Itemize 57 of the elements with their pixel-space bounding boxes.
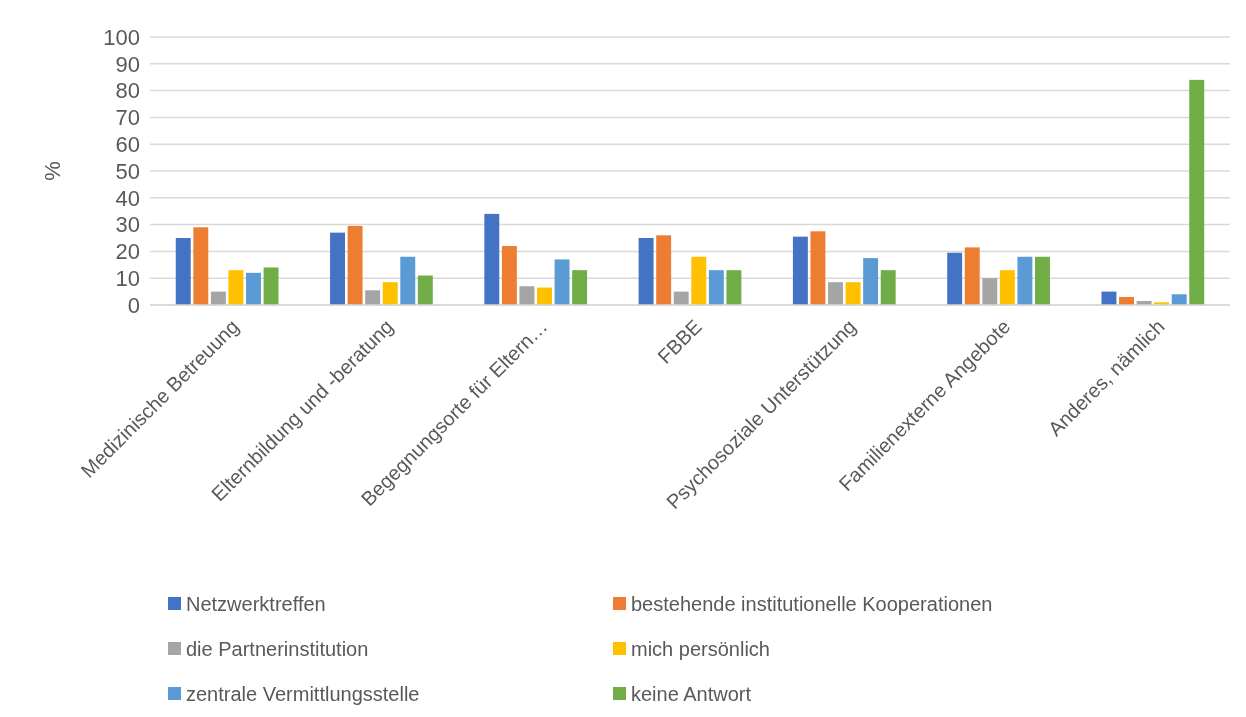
bar bbox=[1171, 294, 1187, 305]
bar bbox=[519, 286, 535, 305]
bar bbox=[792, 236, 808, 305]
bar bbox=[1189, 79, 1205, 305]
bar bbox=[1101, 291, 1117, 305]
legend-label: die Partnerinstitution bbox=[186, 638, 369, 660]
bar bbox=[501, 246, 517, 305]
y-tick-label: 70 bbox=[115, 105, 140, 131]
bar bbox=[347, 225, 363, 305]
bar bbox=[537, 287, 552, 305]
bar bbox=[193, 227, 209, 305]
bar bbox=[673, 291, 689, 305]
y-tick-label: 30 bbox=[115, 212, 140, 238]
bar bbox=[228, 270, 244, 305]
bar bbox=[863, 258, 879, 305]
legend-label: Netzwerktreffen bbox=[186, 593, 326, 615]
bar bbox=[1035, 256, 1050, 305]
bar bbox=[982, 278, 998, 305]
bar bbox=[417, 275, 433, 305]
bar bbox=[880, 270, 896, 305]
bar bbox=[572, 270, 588, 305]
y-tick-label: 100 bbox=[103, 24, 140, 50]
bar bbox=[330, 232, 345, 305]
bar bbox=[691, 256, 707, 305]
bar bbox=[484, 213, 500, 305]
bar bbox=[708, 270, 724, 305]
y-tick-label: 20 bbox=[115, 239, 140, 265]
y-tick-label: 80 bbox=[115, 78, 140, 104]
bar bbox=[365, 290, 381, 305]
bar bbox=[400, 256, 416, 305]
y-tick-label: 50 bbox=[115, 158, 140, 184]
bar bbox=[845, 282, 861, 305]
bar bbox=[263, 267, 279, 305]
legend-label: bestehende institutionelle Kooperationen bbox=[631, 593, 993, 615]
bar bbox=[210, 291, 226, 305]
bar bbox=[246, 272, 261, 305]
bar bbox=[964, 247, 980, 305]
legend-label: keine Antwort bbox=[631, 683, 752, 705]
y-tick-label: 0 bbox=[127, 292, 140, 318]
bar bbox=[175, 238, 191, 305]
y-tick-label: 90 bbox=[115, 51, 140, 77]
bar bbox=[656, 235, 672, 305]
bar bbox=[828, 282, 843, 305]
bar bbox=[1017, 256, 1033, 305]
legend-label: zentrale Vermittlungsstelle bbox=[186, 683, 420, 705]
legend-label: mich persönlich bbox=[631, 638, 770, 660]
bar bbox=[726, 270, 742, 305]
y-tick-label: 40 bbox=[115, 185, 140, 211]
y-axis-title: % bbox=[40, 161, 65, 181]
y-tick-label: 10 bbox=[115, 265, 140, 291]
bar bbox=[999, 270, 1015, 305]
bar bbox=[810, 231, 826, 305]
y-tick-label: 60 bbox=[115, 131, 140, 157]
bar bbox=[382, 282, 398, 305]
bar bbox=[638, 238, 654, 305]
bar bbox=[554, 259, 570, 305]
bar bbox=[947, 252, 963, 305]
